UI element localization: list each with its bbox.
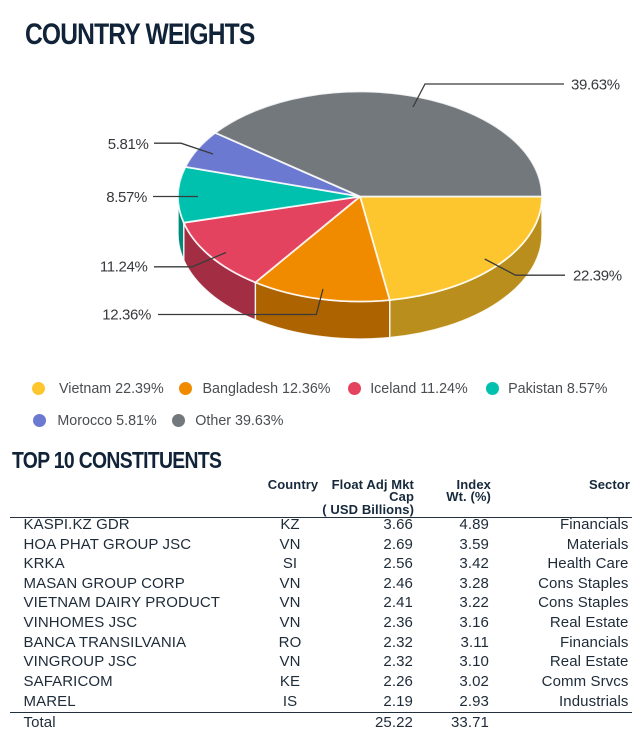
svg-text:12.36%: 12.36% xyxy=(102,307,151,324)
svg-text:39.63%: 39.63% xyxy=(571,77,620,94)
svg-text:22.39%: 22.39% xyxy=(573,268,622,285)
svg-text:11.24%: 11.24% xyxy=(100,258,148,275)
svg-text:5.81%: 5.81% xyxy=(108,136,149,153)
svg-text:8.57%: 8.57% xyxy=(106,189,147,206)
